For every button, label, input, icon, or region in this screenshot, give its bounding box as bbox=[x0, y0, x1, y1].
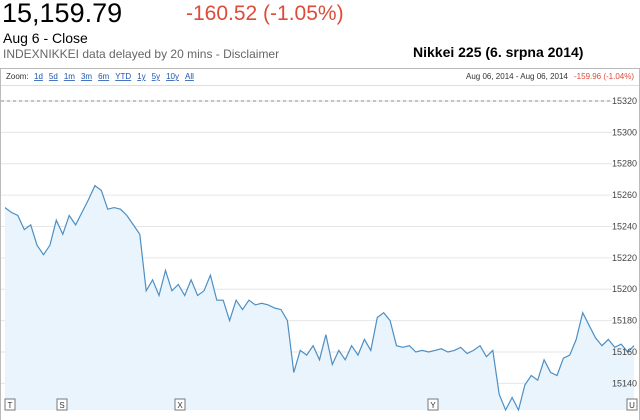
event-flag: S bbox=[59, 401, 64, 410]
y-tick-label: 15320 bbox=[612, 96, 637, 106]
y-tick-label: 15160 bbox=[612, 347, 637, 357]
y-tick-label: 15180 bbox=[612, 316, 637, 326]
line bbox=[4, 184, 635, 412]
event-flag: U bbox=[629, 401, 635, 410]
event-flag: X bbox=[177, 401, 183, 410]
zoom-option[interactable]: 5y bbox=[152, 72, 160, 81]
event-flag: T bbox=[8, 401, 13, 410]
zoom-option[interactable]: 6m bbox=[98, 72, 109, 81]
zoom-option[interactable]: 1y bbox=[137, 72, 145, 81]
source: INDEXNIKKEI data delayed by 20 mins - Di… bbox=[3, 47, 279, 61]
y-tick-label: 15200 bbox=[612, 284, 637, 294]
event-flag-box bbox=[4, 398, 16, 411]
event-flag-box bbox=[427, 398, 439, 411]
event-flag-box bbox=[56, 398, 68, 411]
y-tick-label: 15220 bbox=[612, 253, 637, 263]
y-tick-label: 15140 bbox=[612, 378, 637, 388]
price: 15,159.79 bbox=[2, 0, 122, 28]
range-change: -159.96 (-1.04%) bbox=[574, 72, 634, 81]
y-tick-label: 15240 bbox=[612, 221, 637, 231]
area bbox=[5, 185, 634, 410]
y-tick-label: 15300 bbox=[612, 127, 637, 137]
zoom-option[interactable]: 1m bbox=[64, 72, 75, 81]
chart-title: Nikkei 225 (6. srpna 2014) bbox=[413, 44, 583, 60]
y-tick-label: 15280 bbox=[612, 159, 637, 169]
price-change: -160.52 (-1.05%) bbox=[186, 2, 344, 25]
zoom-option[interactable]: 3m bbox=[81, 72, 92, 81]
event-flag-box bbox=[174, 398, 186, 411]
y-tick-label: 15260 bbox=[612, 190, 637, 200]
zoom-option[interactable]: YTD bbox=[115, 72, 131, 81]
zoom-option[interactable]: All bbox=[185, 72, 194, 81]
zoom-option[interactable]: 5d bbox=[49, 72, 58, 81]
zoom-option[interactable]: 1d bbox=[34, 72, 43, 81]
range: Aug 06, 2014 - Aug 06, 2014 bbox=[466, 72, 568, 81]
event-flag-box bbox=[626, 398, 638, 411]
zoom-label: Zoom: bbox=[6, 72, 29, 81]
zoom-option[interactable]: 10y bbox=[166, 72, 179, 81]
status: Aug 6 - Close bbox=[3, 30, 88, 46]
event-flag: Y bbox=[430, 401, 436, 410]
